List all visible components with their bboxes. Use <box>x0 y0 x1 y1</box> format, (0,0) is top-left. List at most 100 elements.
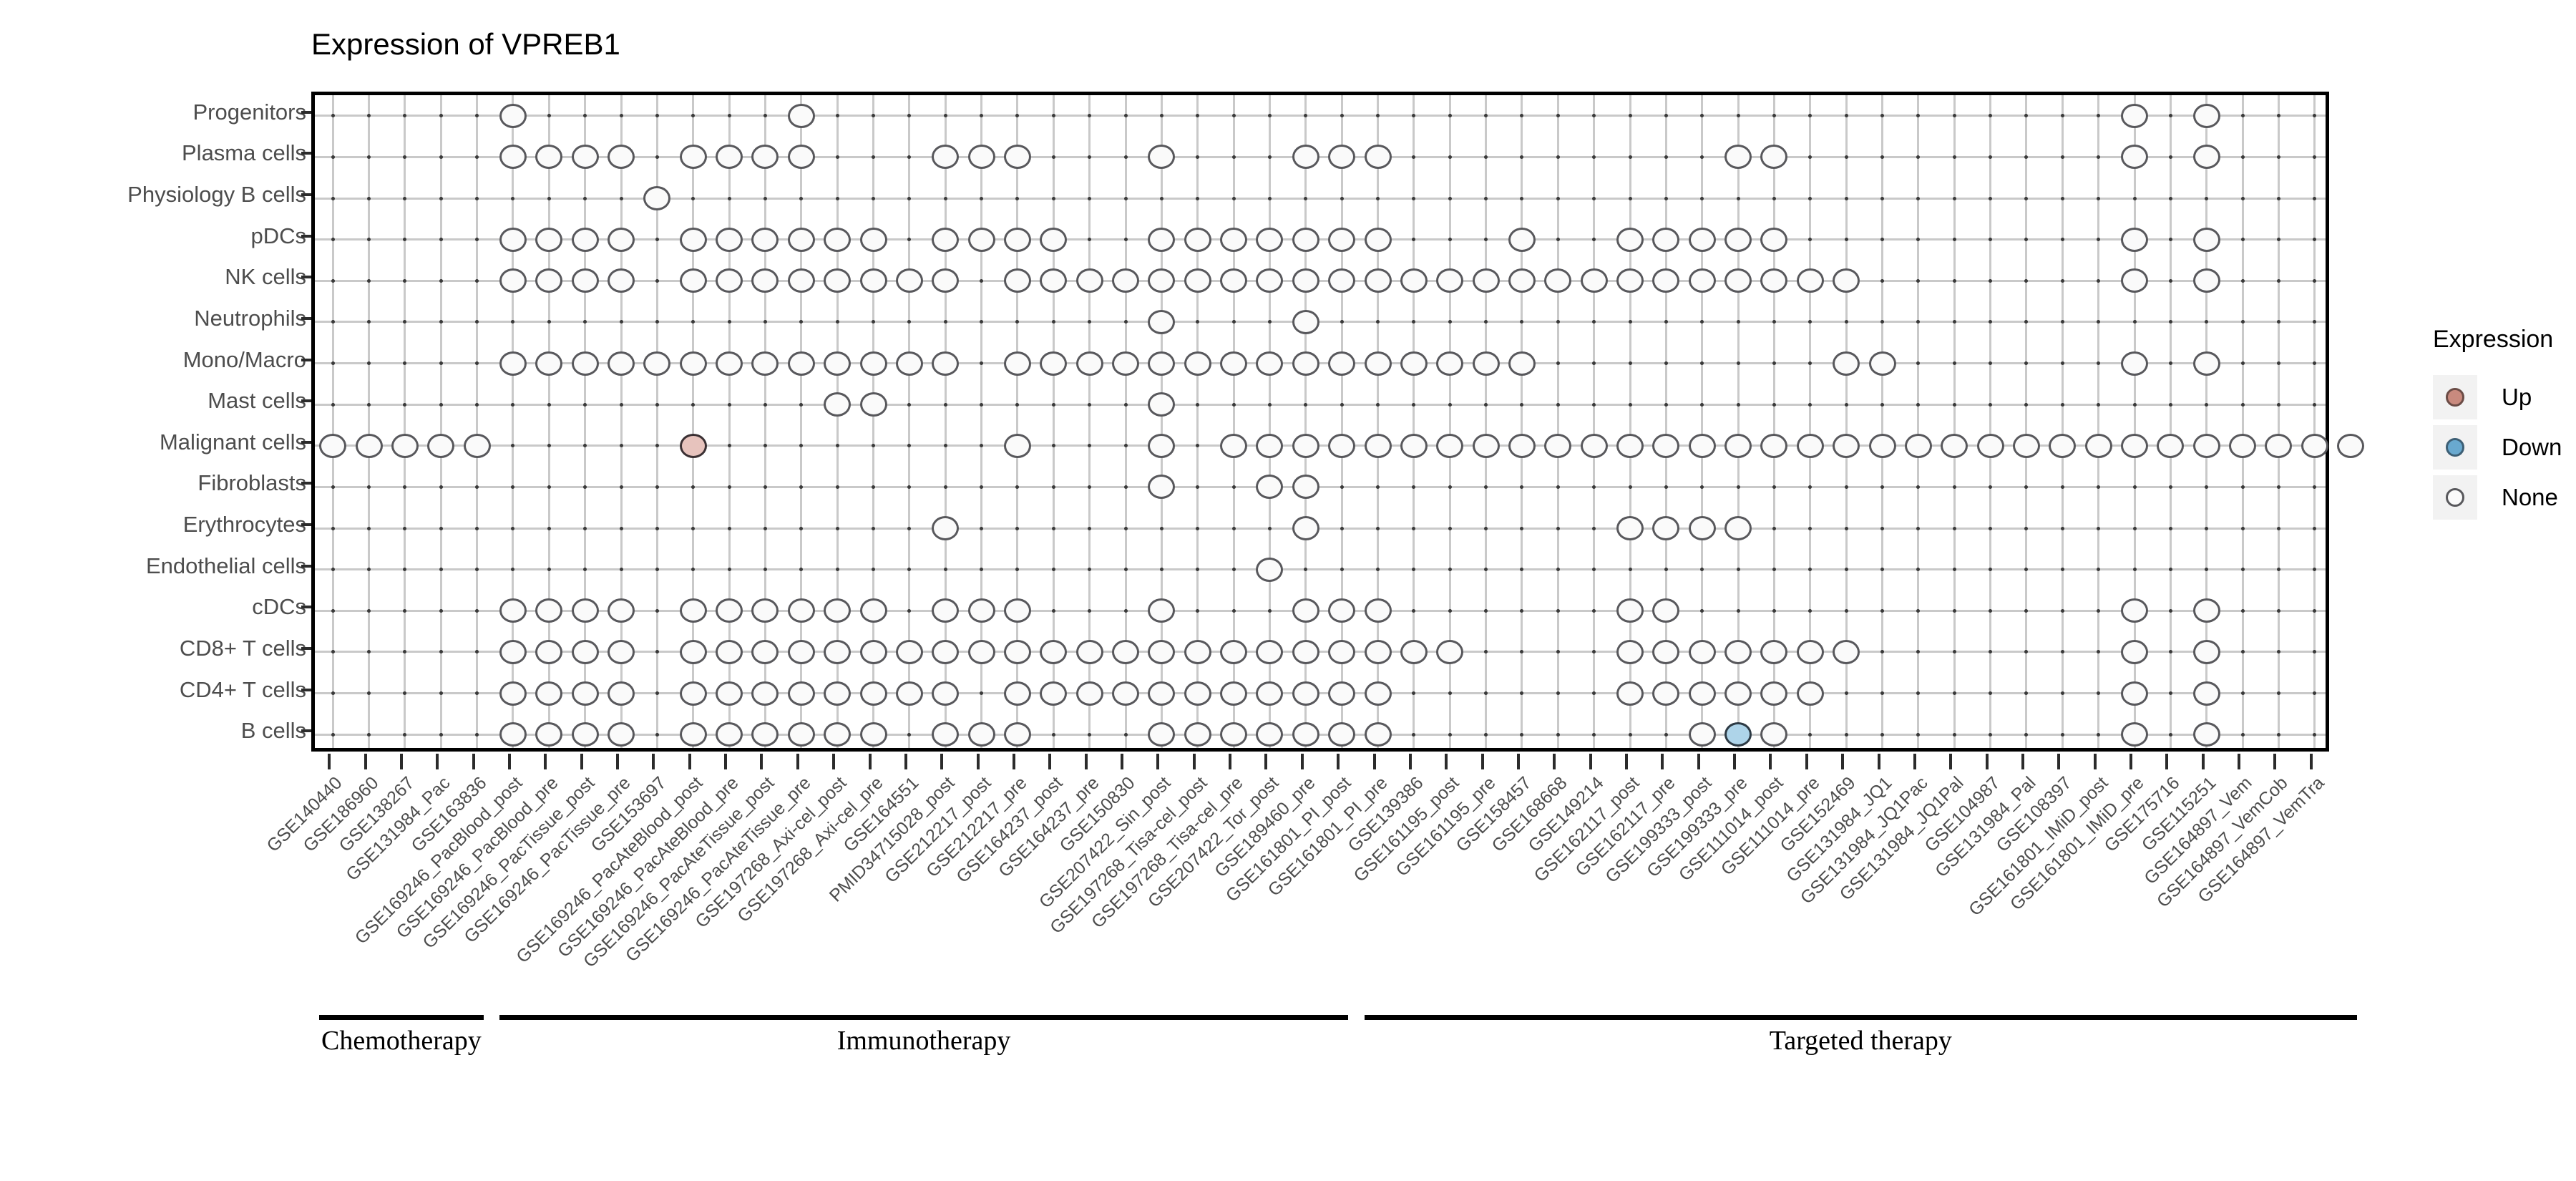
expression-dot-none[interactable] <box>1328 351 1356 376</box>
expression-dot-none[interactable] <box>499 227 527 252</box>
expression-dot-none[interactable] <box>2301 433 2328 458</box>
expression-dot-none[interactable] <box>859 351 887 376</box>
expression-dot-none[interactable] <box>716 268 743 293</box>
expression-dot-none[interactable] <box>824 227 852 252</box>
expression-dot-none[interactable] <box>751 598 779 623</box>
expression-dot-none[interactable] <box>1292 722 1319 747</box>
expression-dot-none[interactable] <box>1436 639 1464 664</box>
expression-dot-none[interactable] <box>1472 351 1500 376</box>
expression-dot-none[interactable] <box>1292 145 1319 170</box>
expression-dot-none[interactable] <box>859 681 887 706</box>
expression-dot-none[interactable] <box>571 145 599 170</box>
expression-dot-none[interactable] <box>1220 227 1248 252</box>
expression-dot-none[interactable] <box>932 722 960 747</box>
expression-dot-none[interactable] <box>1003 433 1031 458</box>
expression-dot-none[interactable] <box>1040 681 1068 706</box>
expression-dot-none[interactable] <box>535 681 563 706</box>
expression-dot-none[interactable] <box>1075 639 1103 664</box>
expression-dot-none[interactable] <box>1112 351 1140 376</box>
expression-dot-none[interactable] <box>608 145 635 170</box>
expression-dot-none[interactable] <box>679 351 707 376</box>
expression-dot-none[interactable] <box>2121 598 2149 623</box>
expression-dot-none[interactable] <box>1508 433 1536 458</box>
expression-dot-none[interactable] <box>1184 351 1211 376</box>
expression-dot-none[interactable] <box>859 227 887 252</box>
expression-dot-none[interactable] <box>1292 598 1319 623</box>
expression-dot-none[interactable] <box>608 598 635 623</box>
expression-dot-none[interactable] <box>2012 433 2040 458</box>
expression-dot-none[interactable] <box>1184 681 1211 706</box>
expression-dot-none[interactable] <box>859 639 887 664</box>
expression-dot-none[interactable] <box>716 227 743 252</box>
expression-dot-none[interactable] <box>1436 351 1464 376</box>
expression-dot-none[interactable] <box>608 639 635 664</box>
expression-dot-none[interactable] <box>1833 433 1860 458</box>
expression-dot-none[interactable] <box>499 103 527 128</box>
expression-dot-none[interactable] <box>1724 433 1752 458</box>
expression-dot-none[interactable] <box>1292 516 1319 541</box>
expression-dot-none[interactable] <box>824 722 852 747</box>
expression-dot-none[interactable] <box>499 722 527 747</box>
expression-dot-none[interactable] <box>1148 598 1176 623</box>
expression-dot-none[interactable] <box>1688 681 1716 706</box>
expression-dot-none[interactable] <box>1724 516 1752 541</box>
expression-dot-none[interactable] <box>499 639 527 664</box>
expression-dot-none[interactable] <box>2192 351 2220 376</box>
expression-dot-none[interactable] <box>859 392 887 417</box>
expression-dot-none[interactable] <box>1256 433 1284 458</box>
expression-dot-none[interactable] <box>1148 145 1176 170</box>
expression-dot-none[interactable] <box>679 681 707 706</box>
expression-dot-none[interactable] <box>1075 681 1103 706</box>
expression-dot-none[interactable] <box>608 351 635 376</box>
expression-dot-none[interactable] <box>1220 639 1248 664</box>
expression-dot-none[interactable] <box>608 227 635 252</box>
expression-dot-none[interactable] <box>535 598 563 623</box>
expression-dot-none[interactable] <box>1688 227 1716 252</box>
expression-dot-none[interactable] <box>427 433 455 458</box>
expression-dot-none[interactable] <box>1724 268 1752 293</box>
expression-dot-none[interactable] <box>1184 722 1211 747</box>
expression-dot-none[interactable] <box>1760 433 1788 458</box>
expression-dot-none[interactable] <box>1112 268 1140 293</box>
expression-dot-none[interactable] <box>751 268 779 293</box>
expression-dot-none[interactable] <box>824 268 852 293</box>
expression-dot-none[interactable] <box>859 268 887 293</box>
expression-dot-none[interactable] <box>1833 268 1860 293</box>
expression-dot-none[interactable] <box>679 227 707 252</box>
expression-dot-none[interactable] <box>1760 722 1788 747</box>
expression-dot-none[interactable] <box>967 639 995 664</box>
expression-dot-none[interactable] <box>1760 681 1788 706</box>
expression-dot-none[interactable] <box>716 722 743 747</box>
expression-dot-none[interactable] <box>1508 268 1536 293</box>
expression-dot-none[interactable] <box>1760 268 1788 293</box>
expression-dot-none[interactable] <box>716 681 743 706</box>
expression-dot-none[interactable] <box>1364 433 1392 458</box>
expression-dot-none[interactable] <box>608 681 635 706</box>
expression-dot-none[interactable] <box>1580 433 1608 458</box>
expression-dot-none[interactable] <box>824 639 852 664</box>
expression-dot-none[interactable] <box>1833 639 1860 664</box>
expression-dot-none[interactable] <box>1364 598 1392 623</box>
expression-dot-none[interactable] <box>1292 639 1319 664</box>
expression-dot-none[interactable] <box>1292 681 1319 706</box>
expression-dot-none[interactable] <box>751 145 779 170</box>
expression-dot-none[interactable] <box>1616 516 1644 541</box>
expression-dot-none[interactable] <box>1400 433 1428 458</box>
expression-dot-none[interactable] <box>932 516 960 541</box>
expression-dot-none[interactable] <box>1328 145 1356 170</box>
expression-dot-none[interactable] <box>787 227 815 252</box>
expression-dot-none[interactable] <box>463 433 491 458</box>
expression-dot-none[interactable] <box>1328 433 1356 458</box>
expression-dot-none[interactable] <box>1472 268 1500 293</box>
expression-dot-none[interactable] <box>932 351 960 376</box>
expression-dot-none[interactable] <box>499 681 527 706</box>
expression-dot-none[interactable] <box>1256 351 1284 376</box>
expression-dot-none[interactable] <box>1075 268 1103 293</box>
expression-dot-none[interactable] <box>1652 516 1680 541</box>
expression-dot-none[interactable] <box>1364 268 1392 293</box>
expression-dot-none[interactable] <box>1364 145 1392 170</box>
expression-dot-none[interactable] <box>535 639 563 664</box>
expression-dot-none[interactable] <box>895 268 923 293</box>
expression-dot-none[interactable] <box>1112 681 1140 706</box>
expression-dot-none[interactable] <box>1003 722 1031 747</box>
